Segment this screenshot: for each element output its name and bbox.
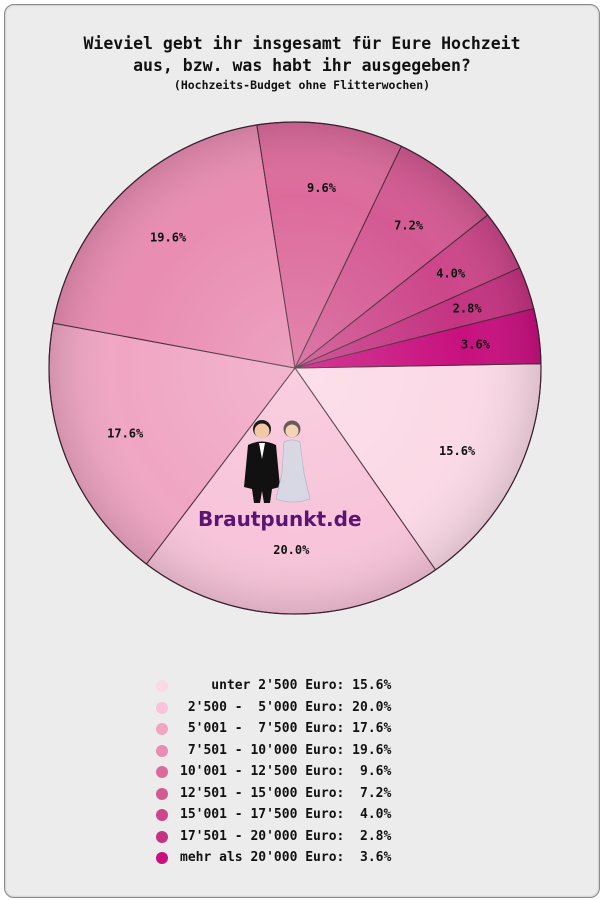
legend: unter 2'500 Euro: 15.6% 2'500 - 5'000 Eu… bbox=[156, 676, 476, 870]
legend-swatch bbox=[156, 852, 168, 864]
legend-swatch bbox=[156, 809, 168, 821]
legend-item: 17'501 - 20'000 Euro: 2.8% bbox=[156, 827, 476, 849]
legend-swatch bbox=[156, 701, 168, 714]
legend-label: 7'501 - 10'000 Euro: 19.6% bbox=[180, 742, 392, 758]
brautpunkt-logo: Brautpunkt.de bbox=[198, 415, 362, 535]
pie-label-1: 15.6% bbox=[439, 444, 476, 458]
legend-swatch bbox=[156, 830, 168, 843]
pie-label-2: 20.0% bbox=[273, 543, 310, 557]
pie-label-6: 7.2% bbox=[394, 219, 424, 233]
legend-label: 5'001 - 7'500 Euro: 17.6% bbox=[180, 721, 392, 736]
legend-swatch bbox=[156, 787, 168, 800]
pie-outline bbox=[48, 121, 542, 615]
pie-label-7: 4.0% bbox=[436, 267, 466, 281]
chart-title-line-1: Wieviel gebt ihr insgesamt für Eure Hoch… bbox=[83, 34, 521, 53]
bridal-couple-icon bbox=[244, 420, 311, 503]
pie-label-3: 17.6% bbox=[107, 427, 144, 441]
pie-labels: 15.6% 20.0% 17.6% 19.6% 9.6% 7.2% 4.0% 2.8% 3.6% bbox=[107, 181, 491, 557]
legend-label: unter 2'500 Euro: 15.6% bbox=[180, 678, 392, 693]
pie-label-5: 9.6% bbox=[307, 181, 337, 195]
legend-label: 15'001 - 17'500 Euro: 4.0% bbox=[180, 807, 392, 822]
legend-swatch bbox=[156, 766, 168, 778]
legend-item: 2'500 - 5'000 Euro: 20.0% bbox=[156, 698, 476, 720]
pie-label-8: 2.8% bbox=[453, 302, 483, 316]
logo-text: Brautpunkt.de bbox=[198, 507, 362, 531]
legend-swatch bbox=[156, 744, 168, 757]
chart-title: Wieviel gebt ihr insgesamt für Eure Hoch… bbox=[0, 33, 604, 77]
legend-label: mehr als 20'000 Euro: 3.6% bbox=[180, 850, 392, 865]
legend-swatch bbox=[156, 680, 168, 692]
pie-label-4: 19.6% bbox=[150, 231, 187, 245]
pie-label-9: 3.6% bbox=[461, 337, 491, 351]
pie-slices bbox=[48, 121, 542, 615]
legend-item: 12'501 - 15'000 Euro: 7.2% bbox=[156, 784, 476, 806]
legend-label: 17'501 - 20'000 Euro: 2.8% bbox=[180, 828, 392, 844]
legend-item: 10'001 - 12'500 Euro: 9.6% bbox=[156, 762, 476, 784]
legend-item: 15'001 - 17'500 Euro: 4.0% bbox=[156, 805, 476, 827]
legend-label: 2'500 - 5'000 Euro: 20.0% bbox=[180, 699, 392, 715]
legend-label: 10'001 - 12'500 Euro: 9.6% bbox=[180, 764, 392, 779]
legend-label: 12'501 - 15'000 Euro: 7.2% bbox=[180, 785, 392, 801]
chart-title-line-2: aus, bzw. was habt ihr ausgegeben? bbox=[133, 56, 471, 75]
legend-item: unter 2'500 Euro: 15.6% bbox=[156, 676, 476, 698]
legend-item: mehr als 20'000 Euro: 3.6% bbox=[156, 848, 476, 870]
legend-item: 7'501 - 10'000 Euro: 19.6% bbox=[156, 741, 476, 763]
legend-item: 5'001 - 7'500 Euro: 17.6% bbox=[156, 719, 476, 741]
chart-subtitle: (Hochzeits-Budget ohne Flitterwochen) bbox=[173, 78, 431, 92]
legend-swatch bbox=[156, 723, 168, 735]
